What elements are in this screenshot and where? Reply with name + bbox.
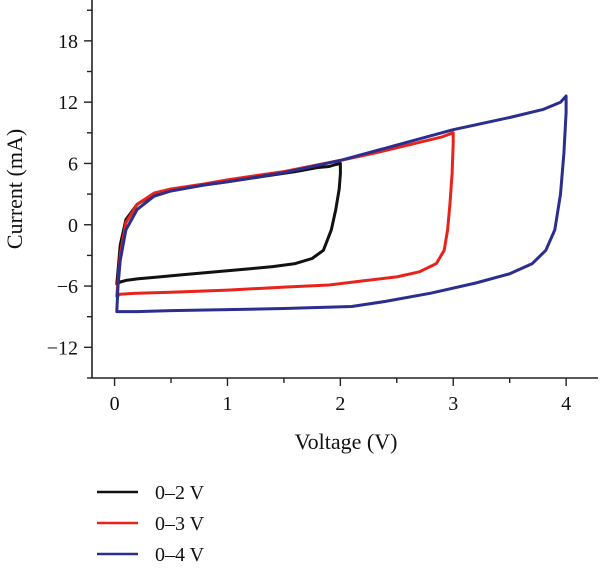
series-line-2 [115, 131, 455, 298]
y-tick-label: 18 [58, 31, 78, 53]
legend: 0–2 V 0–3 V 0–4 V [97, 482, 205, 566]
legend-label: 0–4 V [155, 544, 205, 566]
plot-frame [91, 0, 598, 379]
y-tick-label: −12 [47, 337, 78, 359]
series-line-3 [115, 94, 568, 314]
y-axis-title: Current (mA) [2, 129, 27, 249]
x-tick-label: 4 [561, 393, 571, 415]
y-tick-label: −6 [57, 276, 78, 298]
x-axis-ticks: 0 1 2 3 4 [110, 378, 571, 415]
x-tick-label: 0 [110, 393, 120, 415]
y-tick-label: 12 [58, 92, 78, 114]
y-axis-ticks: −12 −6 0 6 12 18 [47, 9, 92, 379]
y-tick-label: 6 [68, 153, 78, 175]
x-axis-title: Voltage (V) [295, 429, 398, 454]
x-tick-label: 1 [222, 393, 232, 415]
series-group [115, 94, 568, 314]
x-tick-label: 3 [448, 393, 458, 415]
x-tick-label: 2 [335, 393, 345, 415]
legend-label: 0–2 V [155, 482, 205, 504]
legend-label: 0–3 V [155, 513, 205, 535]
y-tick-label: 0 [68, 215, 78, 237]
